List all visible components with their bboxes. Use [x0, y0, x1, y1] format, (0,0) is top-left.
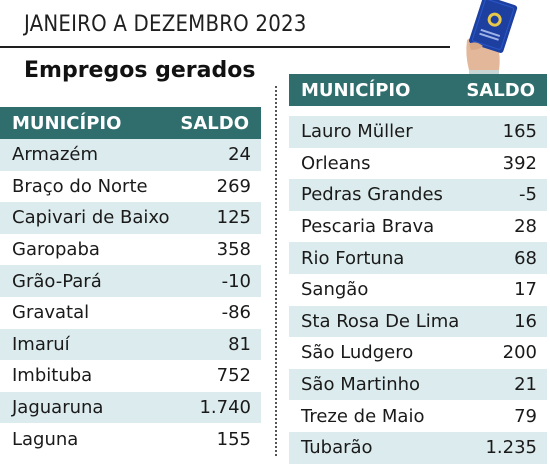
table-row: Pedras Grandes -5	[289, 179, 547, 211]
work-card-hand-icon	[455, 0, 525, 90]
municipio-cell: Pedras Grandes	[301, 184, 443, 206]
municipio-cell: São Martinho	[301, 374, 421, 396]
left-table: MUNICÍPIO SALDO Armazém 24 Braço do Norte 2…	[0, 107, 261, 455]
saldo-cell: 79	[514, 405, 537, 427]
municipio-cell: Rio Fortuna	[301, 247, 405, 269]
saldo-cell: 165	[502, 121, 537, 143]
municipio-cell: Sta Rosa De Lima	[301, 310, 460, 332]
saldo-cell: 269	[216, 175, 251, 197]
table-row: Pescaria Brava 28	[289, 210, 547, 243]
table-row: Garopaba 358	[0, 233, 261, 266]
left-table-header: MUNICÍPIO SALDO	[0, 107, 261, 139]
municipio-cell: Capivari de Baixo	[12, 207, 170, 229]
saldo-cell: 200	[502, 342, 537, 364]
period-heading: JANEIRO A DEZEMBRO 2023	[24, 12, 307, 37]
municipio-cell: Laguna	[12, 428, 79, 450]
left-col-municipio: MUNICÍPIO	[12, 112, 122, 134]
saldo-cell: -5	[519, 184, 537, 206]
municipio-cell: Imaruí	[12, 333, 70, 355]
saldo-cell: 21	[514, 374, 537, 396]
municipio-cell: Grão-Pará	[12, 270, 102, 292]
municipio-cell: Jaguaruna	[12, 397, 104, 419]
table-row: Braço do Norte 269	[0, 170, 261, 203]
right-table: MUNICÍPIO SALDO Lauro Müller 165 Orleans 39…	[289, 74, 547, 464]
table-row: Gravatal -86	[0, 296, 261, 329]
left-table-body: Armazém 24 Braço do Norte 269 Capivari de Ba…	[0, 139, 261, 455]
left-col-saldo: SALDO	[180, 112, 249, 134]
saldo-cell: 1.235	[485, 437, 537, 459]
page-title: Empregos gerados	[24, 58, 256, 83]
table-row: Armazém 24	[0, 139, 261, 171]
municipio-cell: Braço do Norte	[12, 175, 148, 197]
table-row: Imbituba 752	[0, 360, 261, 392]
municipio-cell: Pescaria Brava	[301, 216, 435, 238]
saldo-cell: 24	[228, 144, 251, 166]
municipio-cell: Armazém	[12, 144, 99, 166]
saldo-cell: -86	[221, 302, 251, 324]
table-row: Treze de Maio 79	[289, 400, 547, 432]
table-row: Tubarão 1.235	[289, 431, 547, 464]
municipio-cell: Lauro Müller	[301, 121, 413, 143]
saldo-cell: -10	[221, 270, 251, 292]
table-row: Imaruí 81	[0, 328, 261, 361]
saldo-cell: 125	[216, 207, 251, 229]
municipio-cell: Orleans	[301, 152, 371, 174]
municipio-cell: Sangão	[301, 279, 369, 301]
table-row: Orleans 392	[289, 147, 547, 180]
table-row: Laguna 155	[0, 423, 261, 455]
municipio-cell: Imbituba	[12, 365, 93, 387]
right-col-saldo: SALDO	[466, 79, 535, 101]
saldo-cell: 1.740	[199, 397, 251, 419]
saldo-cell: 16	[514, 310, 537, 332]
saldo-cell: 68	[514, 247, 537, 269]
saldo-cell: 155	[216, 428, 251, 450]
table-row: Sangão 17	[289, 273, 547, 306]
right-table-header: MUNICÍPIO SALDO	[289, 74, 547, 106]
table-row: São Martinho 21	[289, 368, 547, 401]
saldo-cell: 17	[514, 279, 537, 301]
header-rule	[0, 46, 450, 48]
municipio-cell: Garopaba	[12, 239, 100, 261]
table-row: Lauro Müller 165	[289, 116, 547, 148]
saldo-cell: 81	[228, 333, 251, 355]
saldo-cell: 392	[502, 152, 537, 174]
saldo-cell: 752	[216, 365, 251, 387]
table-row: Sta Rosa De Lima 16	[289, 305, 547, 338]
right-col-municipio: MUNICÍPIO	[301, 79, 411, 101]
right-table-body: Lauro Müller 165 Orleans 392 Pedras Grandes -…	[289, 106, 547, 464]
column-divider	[275, 86, 277, 456]
table-row: Capivari de Baixo 125	[0, 202, 261, 234]
saldo-cell: 358	[216, 239, 251, 261]
municipio-cell: Tubarão	[301, 437, 373, 459]
table-row: São Ludgero 200	[289, 337, 547, 369]
table-row: Jaguaruna 1.740	[0, 391, 261, 424]
table-row: Grão-Pará -10	[0, 265, 261, 297]
municipio-cell: São Ludgero	[301, 342, 414, 364]
table-row: Rio Fortuna 68	[289, 242, 547, 274]
municipio-cell: Treze de Maio	[301, 405, 425, 427]
saldo-cell: 28	[514, 216, 537, 238]
municipio-cell: Gravatal	[12, 302, 90, 324]
